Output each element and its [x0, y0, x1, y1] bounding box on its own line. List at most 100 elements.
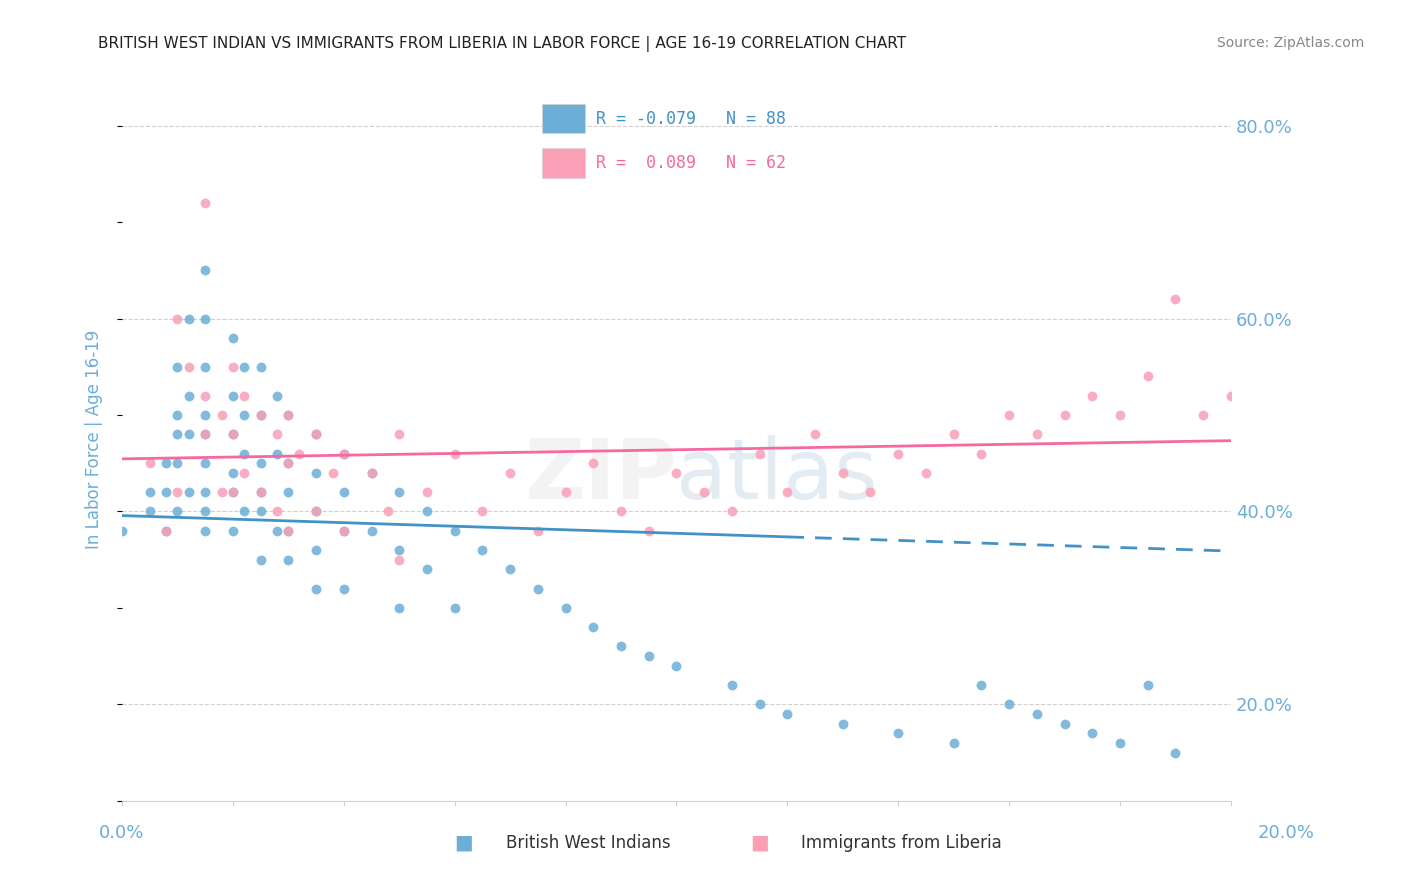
Text: ZIP: ZIP — [524, 434, 676, 516]
Point — [155, 524, 177, 538]
Text: ▪: ▪ — [454, 829, 474, 857]
Point — [177, 427, 200, 442]
Point — [305, 466, 328, 480]
Point — [194, 524, 217, 538]
Point — [166, 311, 188, 326]
Point — [194, 427, 217, 442]
Point — [942, 736, 965, 750]
Point — [233, 466, 256, 480]
Point — [222, 359, 245, 374]
Point — [1109, 408, 1132, 422]
Point — [527, 582, 550, 596]
Point — [177, 389, 200, 403]
Point — [859, 485, 882, 500]
Point — [887, 446, 910, 460]
Point — [305, 427, 328, 442]
Point — [582, 456, 605, 470]
Point — [1109, 736, 1132, 750]
Point — [305, 504, 328, 518]
Point — [222, 427, 245, 442]
Point — [388, 543, 411, 558]
Point — [249, 408, 271, 422]
Point — [111, 524, 134, 538]
Point — [305, 543, 328, 558]
Point — [166, 408, 188, 422]
Point — [155, 456, 177, 470]
Point — [942, 427, 965, 442]
Point — [1053, 408, 1076, 422]
Point — [249, 552, 271, 566]
Point — [233, 504, 256, 518]
Point — [637, 649, 659, 664]
Point — [266, 427, 288, 442]
Text: R =  0.089   N = 62: R = 0.089 N = 62 — [596, 153, 786, 172]
Point — [970, 446, 993, 460]
Text: British West Indians: British West Indians — [506, 834, 671, 852]
Point — [194, 504, 217, 518]
Point — [1164, 746, 1187, 760]
Point — [266, 389, 288, 403]
Point — [970, 678, 993, 692]
Text: 0.0%: 0.0% — [98, 824, 143, 842]
Point — [915, 466, 938, 480]
Point — [194, 311, 217, 326]
Point — [194, 427, 217, 442]
Text: 20.0%: 20.0% — [1258, 824, 1315, 842]
Point — [166, 504, 188, 518]
Point — [177, 485, 200, 500]
Point — [416, 562, 439, 576]
Point — [233, 446, 256, 460]
Point — [333, 524, 356, 538]
FancyBboxPatch shape — [541, 148, 585, 178]
Point — [443, 600, 465, 615]
Point — [1025, 427, 1047, 442]
Point — [416, 485, 439, 500]
Point — [305, 427, 328, 442]
Point — [804, 427, 827, 442]
Point — [388, 485, 411, 500]
Point — [177, 359, 200, 374]
Point — [288, 446, 311, 460]
Point — [194, 389, 217, 403]
Point — [499, 562, 522, 576]
Point — [166, 427, 188, 442]
Point — [1053, 716, 1076, 731]
Text: R = -0.079   N = 88: R = -0.079 N = 88 — [596, 110, 786, 128]
Point — [222, 331, 245, 345]
Point — [527, 524, 550, 538]
Point — [665, 466, 688, 480]
Point — [249, 359, 271, 374]
Point — [222, 466, 245, 480]
Text: BRITISH WEST INDIAN VS IMMIGRANTS FROM LIBERIA IN LABOR FORCE | AGE 16-19 CORREL: BRITISH WEST INDIAN VS IMMIGRANTS FROM L… — [98, 36, 907, 52]
FancyBboxPatch shape — [541, 103, 585, 133]
Point — [277, 408, 299, 422]
Point — [360, 466, 382, 480]
Point — [776, 485, 799, 500]
Point — [998, 408, 1021, 422]
Point — [360, 524, 382, 538]
Point — [249, 504, 271, 518]
Point — [249, 408, 271, 422]
Text: Immigrants from Liberia: Immigrants from Liberia — [801, 834, 1002, 852]
Point — [194, 195, 217, 210]
Point — [388, 552, 411, 566]
Point — [233, 389, 256, 403]
Point — [499, 466, 522, 480]
Point — [333, 582, 356, 596]
Point — [443, 524, 465, 538]
Point — [277, 408, 299, 422]
Point — [249, 456, 271, 470]
Point — [222, 485, 245, 500]
Point — [1136, 369, 1159, 384]
Point — [222, 389, 245, 403]
Point — [637, 524, 659, 538]
Point — [1081, 726, 1104, 740]
Point — [831, 466, 853, 480]
Point — [610, 504, 633, 518]
Point — [554, 485, 576, 500]
Point — [249, 485, 271, 500]
Point — [748, 446, 770, 460]
Point — [776, 706, 799, 721]
Point — [831, 716, 853, 731]
Point — [277, 524, 299, 538]
